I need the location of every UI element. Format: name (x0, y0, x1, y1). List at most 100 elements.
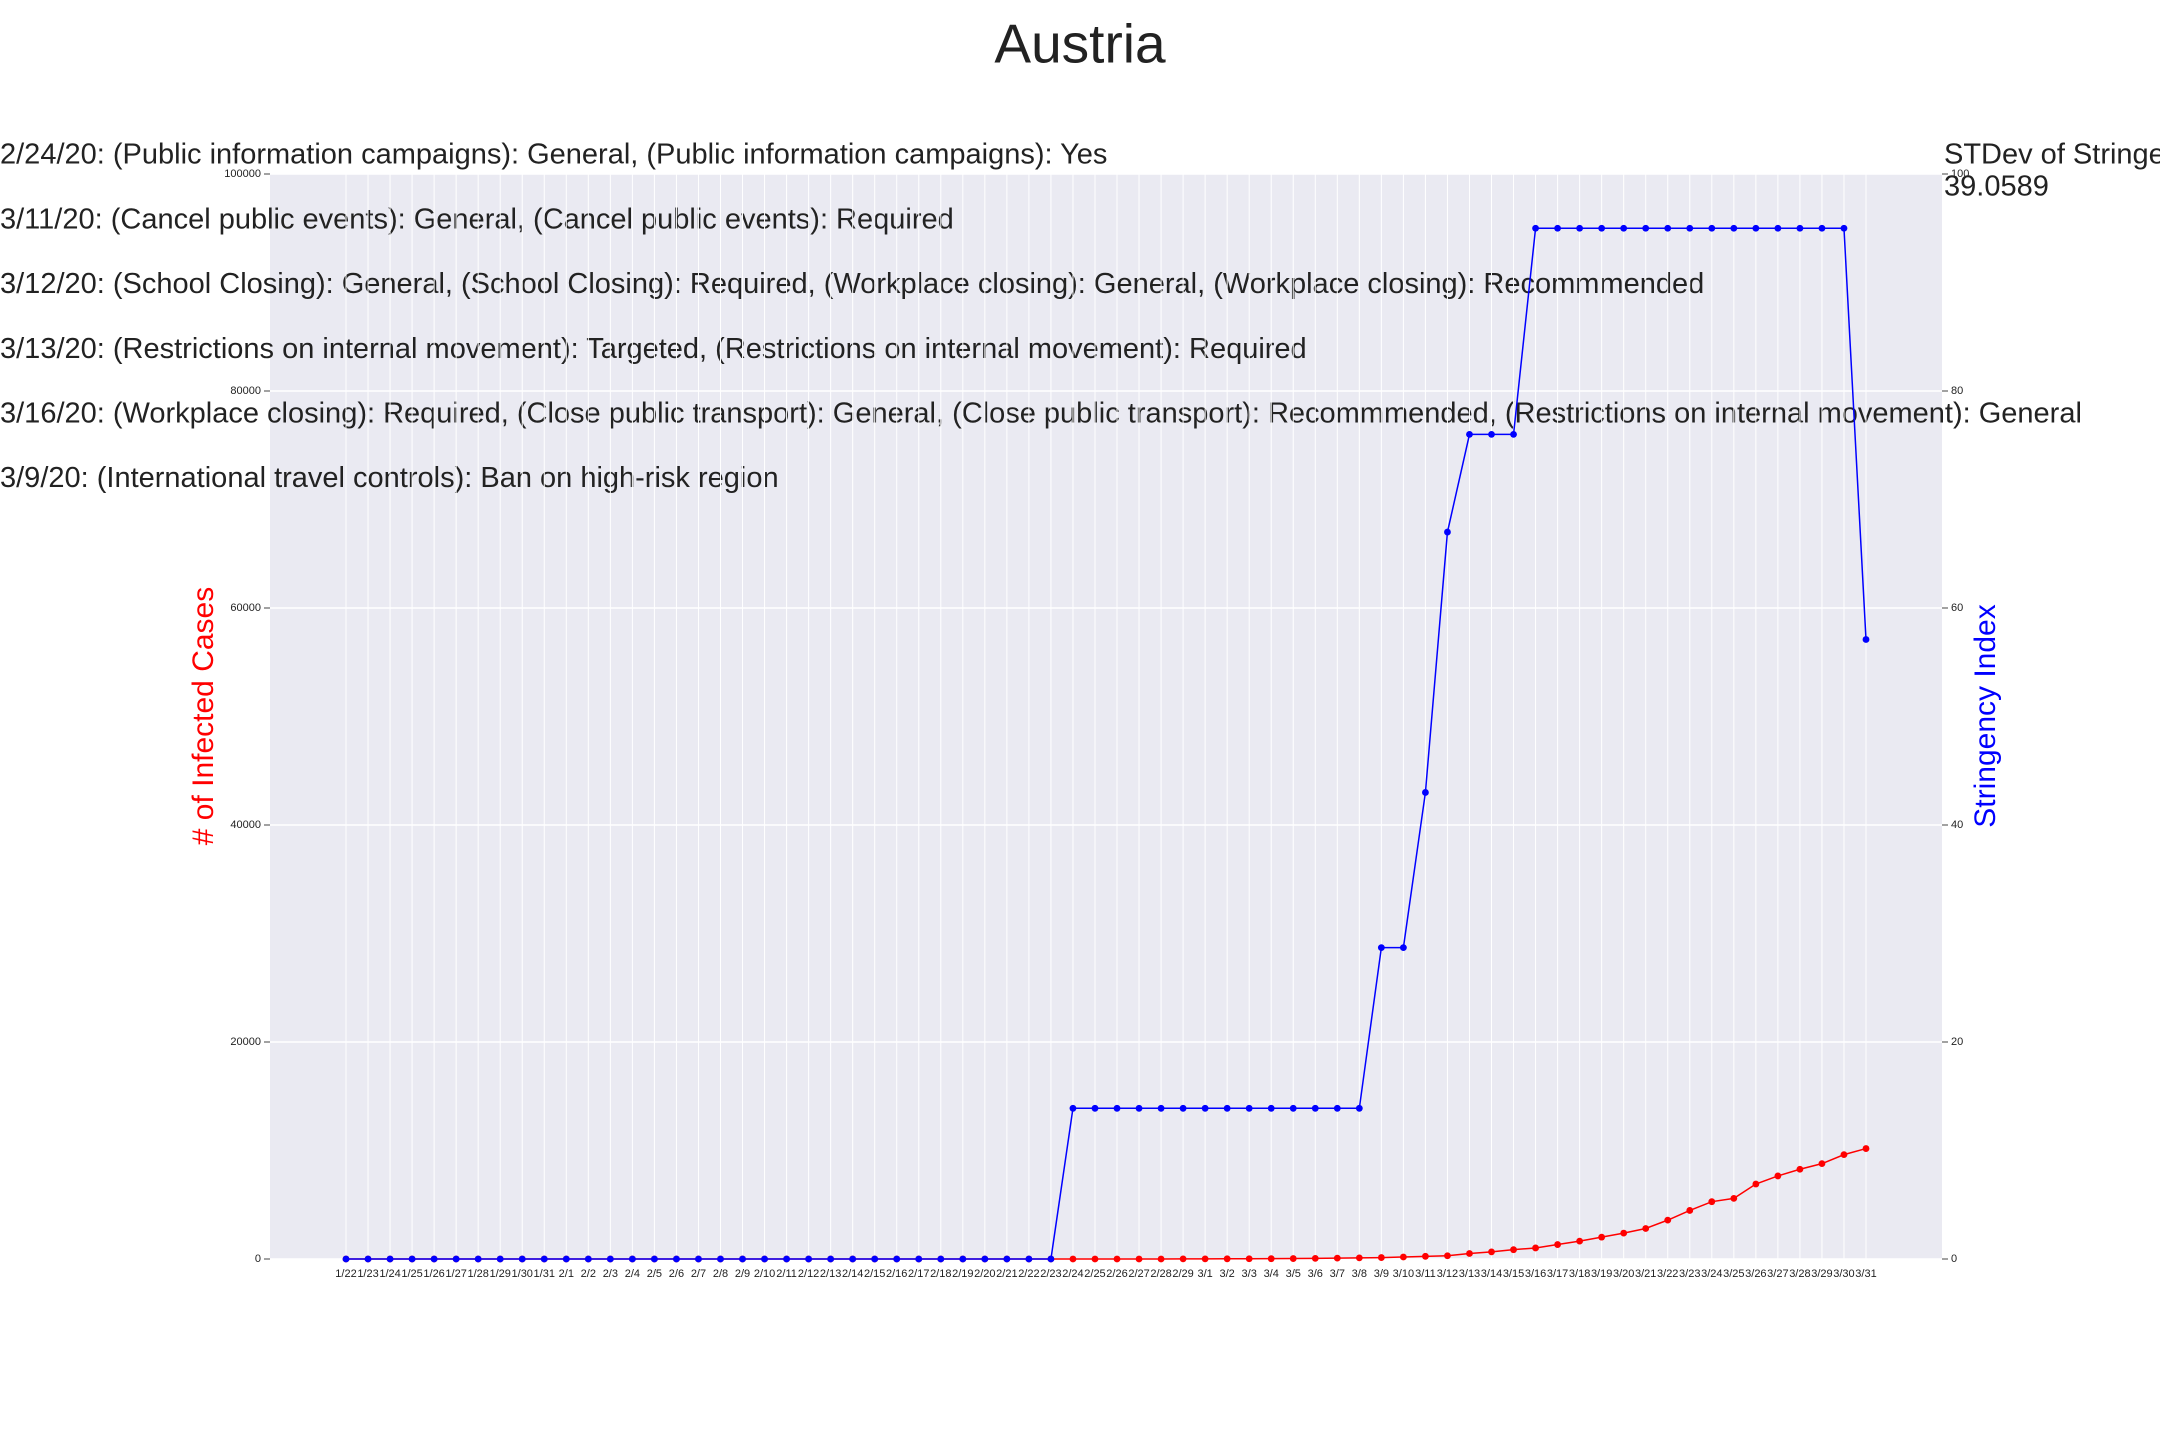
data-point (1488, 1248, 1495, 1256)
data-point (1399, 1253, 1407, 1261)
data-point (1664, 224, 1672, 232)
data-point (1730, 224, 1738, 232)
data-point (1179, 1255, 1187, 1263)
x-tick-label: 1/30 (512, 1268, 533, 1280)
data-point (1598, 224, 1606, 232)
data-point (1223, 1255, 1231, 1263)
data-point (1708, 1198, 1716, 1206)
data-point (1267, 1104, 1275, 1112)
data-point (937, 1255, 945, 1263)
data-point (1664, 1216, 1672, 1224)
x-tick-label: 3/18 (1569, 1268, 1590, 1280)
x-tick-label: 2/19 (952, 1268, 973, 1280)
annotation: 3/13/20: (Restrictions on internal movem… (0, 333, 1307, 365)
y2-tick-label: 80 (1951, 385, 1963, 397)
data-point (871, 1255, 879, 1263)
data-point (1862, 1145, 1870, 1152)
x-tick-label: 3/26 (1745, 1268, 1766, 1280)
data-point (1642, 224, 1650, 232)
y2-tick-label: 0 (1951, 1253, 1957, 1265)
x-tick-label: 3/19 (1591, 1268, 1612, 1280)
data-point (1774, 224, 1782, 232)
x-tick-label: 3/29 (1811, 1268, 1832, 1280)
x-tick-label: 3/16 (1525, 1268, 1546, 1280)
annotation: 3/11/20: (Cancel public events): General… (0, 203, 954, 235)
x-tick-label: 3/4 (1264, 1268, 1279, 1280)
data-point (1422, 1252, 1429, 1260)
x-tick-label: 2/12 (798, 1268, 819, 1280)
data-point (1862, 636, 1870, 643)
data-point (1532, 1244, 1539, 1252)
data-point (1818, 1160, 1826, 1168)
data-point (849, 1255, 857, 1263)
x-tick-label: 2/11 (776, 1268, 797, 1280)
data-point (408, 1255, 416, 1263)
data-point (452, 1255, 460, 1263)
data-point (1510, 431, 1517, 438)
data-point (1686, 224, 1694, 232)
data-point (1554, 1241, 1561, 1248)
x-tick-label: 3/12 (1437, 1268, 1458, 1280)
x-tick-label: 3/23 (1679, 1268, 1700, 1280)
x-tick-label: 2/28 (1150, 1268, 1171, 1280)
x-tick-label: 3/6 (1308, 1268, 1323, 1280)
data-point (1069, 1255, 1077, 1263)
data-point (1223, 1104, 1231, 1112)
data-point (1069, 1104, 1077, 1112)
data-point (783, 1255, 790, 1263)
y-tick-label: 40000 (230, 819, 261, 831)
data-point (1620, 1229, 1628, 1237)
chart-title: Austria (994, 13, 1166, 75)
data-point (1708, 224, 1716, 232)
data-point (1422, 789, 1429, 796)
data-point (1730, 1194, 1738, 1202)
y-tick-label: 60000 (230, 602, 261, 614)
data-point (827, 1255, 835, 1263)
x-tick-label: 3/20 (1613, 1268, 1634, 1280)
data-point (1796, 224, 1804, 232)
x-tick-label: 1/29 (489, 1268, 510, 1280)
x-tick-label: 1/22 (335, 1268, 356, 1280)
x-tick-label: 2/1 (559, 1268, 574, 1280)
data-point (1289, 1255, 1297, 1262)
data-point (915, 1255, 923, 1263)
x-tick-label: 1/25 (401, 1268, 422, 1280)
x-tick-label: 3/15 (1503, 1268, 1524, 1280)
x-tick-label: 3/13 (1459, 1268, 1480, 1280)
data-point (1267, 1255, 1275, 1263)
data-point (1686, 1207, 1694, 1214)
x-tick-label: 1/24 (379, 1268, 400, 1280)
x-tick-label: 1/28 (467, 1268, 488, 1280)
x-tick-label: 3/31 (1855, 1268, 1876, 1280)
data-point (364, 1255, 372, 1263)
data-point (1466, 431, 1473, 438)
data-point (562, 1255, 570, 1263)
x-tick-label: 2/24 (1062, 1268, 1083, 1280)
data-point (1532, 224, 1539, 232)
x-tick-label: 3/5 (1286, 1268, 1301, 1280)
data-point (1091, 1255, 1099, 1263)
x-tick-label: 2/21 (996, 1268, 1017, 1280)
data-point (1818, 224, 1826, 232)
x-tick-label: 3/27 (1767, 1268, 1788, 1280)
data-point (1003, 1255, 1011, 1263)
y2-tick-label: 40 (1951, 819, 1963, 831)
x-tick-label: 2/25 (1084, 1268, 1105, 1280)
x-tick-label: 1/31 (534, 1268, 555, 1280)
x-tick-label: 2/4 (625, 1268, 640, 1280)
x-tick-label: 3/9 (1374, 1268, 1389, 1280)
x-tick-label: 2/13 (820, 1268, 841, 1280)
x-tick-label: 2/6 (669, 1268, 684, 1280)
data-point (717, 1255, 724, 1263)
y2-tick-label: 20 (1951, 1036, 1963, 1048)
data-point (1333, 1254, 1341, 1262)
x-tick-label: 3/22 (1657, 1268, 1678, 1280)
y-tick-label: 100000 (224, 168, 261, 180)
data-point (540, 1255, 548, 1263)
data-point (386, 1255, 394, 1263)
y2-tick-label: 60 (1951, 602, 1963, 614)
data-point (695, 1255, 702, 1263)
data-point (1554, 224, 1561, 232)
data-point (1201, 1255, 1209, 1263)
data-point (342, 1255, 350, 1263)
